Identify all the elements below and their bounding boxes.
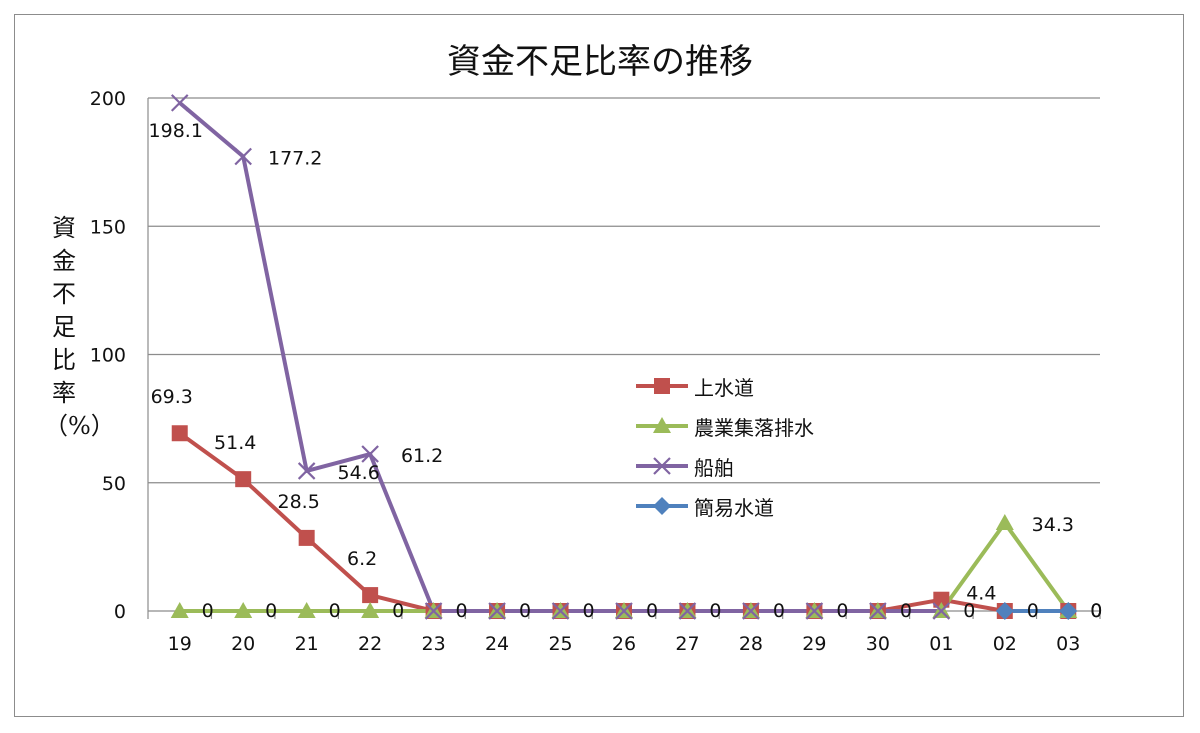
data-point [361, 602, 380, 618]
data-label: 51.4 [214, 432, 256, 454]
x-tick-label: 26 [612, 633, 636, 655]
data-label: 54.6 [338, 462, 380, 484]
data-point [234, 147, 252, 166]
data-label: 0 [1090, 600, 1102, 622]
legend-item: 農業集落排水 [636, 406, 876, 446]
data-point [297, 462, 316, 480]
legend-label: 農業集落排水 [694, 415, 814, 440]
data-label: 0 [265, 600, 277, 622]
data-point [362, 587, 379, 604]
series-line [178, 431, 1069, 613]
x-tick-label: 27 [675, 633, 699, 655]
data-point [298, 529, 315, 546]
y-axis-label: 資金不足比率（%） [44, 214, 115, 440]
data-label: 69.3 [151, 386, 193, 408]
legend-label: 上水道 [694, 375, 754, 400]
y-tick-label: 150 [90, 216, 126, 238]
x-tick-label: 24 [485, 633, 509, 655]
x-tick-label: 03 [1056, 633, 1080, 655]
x-tick-label: 19 [168, 633, 192, 655]
data-label: 177.2 [268, 147, 322, 169]
data-label: 0 [202, 600, 214, 622]
legend-item: 上水道 [636, 366, 876, 406]
x-tick-label: 30 [866, 633, 890, 655]
data-point [932, 602, 951, 620]
data-point [869, 602, 887, 620]
data-point [995, 514, 1014, 531]
data-label: 0 [836, 600, 848, 622]
data-point [424, 602, 443, 620]
data-label: 4.4 [966, 583, 996, 605]
y-tick-label: 0 [114, 601, 126, 623]
data-label: 6.2 [347, 548, 377, 570]
data-point [171, 425, 188, 442]
legend-item: 簡易水道 [636, 486, 876, 526]
data-label: 34.3 [1032, 514, 1074, 536]
x-tick-label: 29 [802, 633, 826, 655]
data-point [234, 602, 253, 618]
data-label: 0 [773, 600, 785, 622]
data-point [170, 94, 189, 112]
data-point [678, 602, 697, 620]
legend-item: 船舶 [636, 446, 876, 486]
data-label: 198.1 [149, 120, 203, 142]
chart-frame [14, 14, 1184, 717]
data-point [805, 602, 824, 620]
data-point [297, 602, 316, 618]
x-tick-label: 28 [739, 633, 763, 655]
series-line [178, 101, 942, 613]
legend-swatch [636, 457, 688, 475]
data-point [742, 602, 760, 620]
legend: 上水道農業集落排水 船舶簡易水道 [636, 366, 876, 526]
data-point [995, 602, 1014, 620]
legend-swatch [636, 378, 688, 394]
chart-title: 資金不足比率の推移 [447, 42, 753, 82]
data-point [1059, 602, 1078, 620]
data-label: 0 [456, 600, 468, 622]
data-label: 0 [1027, 600, 1039, 622]
data-label: 0 [709, 600, 721, 622]
legend-swatch [636, 497, 688, 515]
x-tick-label: 25 [548, 633, 572, 655]
data-point [615, 602, 633, 620]
data-label: 0 [900, 600, 912, 622]
legend-label: 船舶 [694, 455, 734, 480]
x-tick-label: 20 [231, 633, 255, 655]
x-tick-label: 02 [993, 633, 1017, 655]
data-point [235, 471, 252, 488]
data-point [488, 602, 506, 620]
x-tick-label: 22 [358, 633, 382, 655]
y-tick-label: 200 [90, 88, 126, 110]
x-tick-label: 21 [295, 633, 319, 655]
data-label: 0 [646, 600, 658, 622]
data-point [933, 591, 950, 608]
data-label: 0 [1090, 600, 1102, 622]
data-point [170, 602, 189, 618]
legend-swatch [636, 417, 688, 433]
x-tick-label: 23 [422, 633, 446, 655]
data-label: 61.2 [401, 445, 443, 467]
data-label: 0 [329, 600, 341, 622]
data-label: 0 [963, 600, 975, 622]
y-tick-label: 50 [102, 473, 126, 495]
x-tick-label: 01 [929, 633, 953, 655]
data-label: 0 [519, 600, 531, 622]
data-label: 28.5 [278, 491, 320, 513]
data-label: 0 [392, 600, 404, 622]
data-point [361, 445, 379, 463]
y-tick-label: 100 [90, 345, 126, 367]
data-label: 0 [582, 600, 594, 622]
data-point [551, 602, 570, 620]
legend-label: 簡易水道 [694, 495, 774, 520]
